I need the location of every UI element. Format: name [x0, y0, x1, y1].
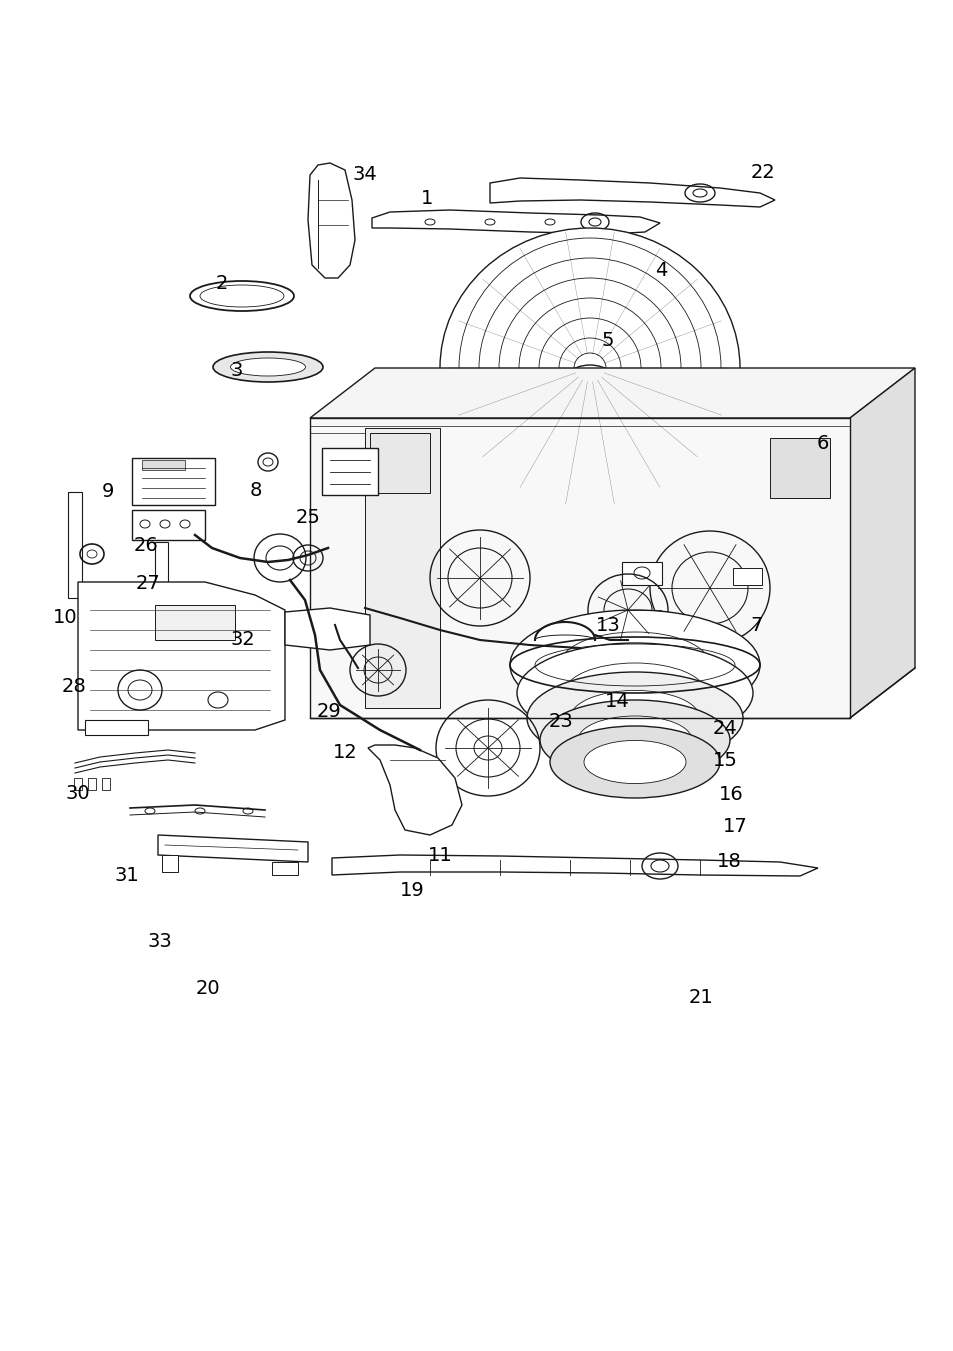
Text: 29: 29	[316, 703, 341, 721]
Polygon shape	[490, 178, 774, 207]
Polygon shape	[332, 855, 817, 875]
Ellipse shape	[573, 370, 581, 380]
Polygon shape	[564, 663, 578, 671]
Polygon shape	[606, 685, 619, 693]
Text: 10: 10	[52, 608, 77, 627]
Ellipse shape	[559, 632, 709, 698]
Ellipse shape	[550, 725, 720, 798]
Polygon shape	[88, 778, 96, 790]
Ellipse shape	[608, 389, 618, 397]
Text: 2: 2	[215, 274, 227, 293]
Polygon shape	[849, 367, 914, 717]
Text: 16: 16	[719, 785, 743, 804]
Polygon shape	[310, 417, 849, 717]
Text: 11: 11	[428, 846, 453, 865]
Polygon shape	[154, 542, 168, 592]
Ellipse shape	[213, 353, 323, 382]
Polygon shape	[606, 674, 619, 682]
Polygon shape	[372, 209, 659, 234]
Ellipse shape	[526, 671, 742, 765]
Polygon shape	[627, 674, 640, 682]
Ellipse shape	[563, 663, 705, 723]
Ellipse shape	[517, 643, 752, 743]
Polygon shape	[158, 835, 308, 862]
Polygon shape	[368, 744, 461, 835]
Ellipse shape	[578, 716, 691, 765]
Text: 34: 34	[352, 165, 376, 184]
Text: 1: 1	[421, 189, 433, 208]
Text: 32: 32	[231, 630, 255, 648]
Text: 8: 8	[250, 481, 261, 500]
Polygon shape	[585, 663, 598, 671]
Polygon shape	[132, 509, 205, 540]
Text: 6: 6	[816, 434, 827, 453]
Text: 17: 17	[722, 817, 747, 836]
Ellipse shape	[598, 370, 606, 380]
Text: 27: 27	[135, 574, 160, 593]
Text: 13: 13	[596, 616, 620, 635]
Polygon shape	[621, 562, 661, 585]
Polygon shape	[142, 459, 185, 470]
Text: 20: 20	[195, 979, 220, 998]
Text: 24: 24	[712, 719, 737, 738]
Text: 4: 4	[655, 261, 666, 280]
Polygon shape	[606, 663, 619, 671]
Text: 5: 5	[600, 331, 614, 350]
Ellipse shape	[231, 358, 305, 376]
Polygon shape	[627, 663, 640, 671]
Polygon shape	[310, 367, 914, 417]
Text: 31: 31	[114, 866, 139, 885]
Text: 9: 9	[102, 482, 113, 501]
Ellipse shape	[560, 389, 571, 397]
Text: 28: 28	[62, 677, 87, 696]
Polygon shape	[732, 567, 761, 585]
Polygon shape	[85, 720, 148, 735]
Text: 30: 30	[66, 784, 91, 802]
Polygon shape	[559, 658, 649, 698]
Text: 3: 3	[231, 361, 242, 380]
Ellipse shape	[598, 407, 606, 416]
Text: 26: 26	[133, 536, 158, 555]
Text: 15: 15	[712, 751, 737, 770]
Text: 18: 18	[716, 852, 740, 871]
Text: 14: 14	[604, 692, 629, 711]
Polygon shape	[627, 685, 640, 693]
Text: 7: 7	[750, 616, 761, 635]
Polygon shape	[370, 434, 430, 493]
Polygon shape	[102, 778, 110, 790]
Polygon shape	[78, 582, 285, 730]
Text: 22: 22	[750, 163, 775, 182]
Polygon shape	[272, 862, 297, 875]
Polygon shape	[585, 674, 598, 682]
Polygon shape	[68, 492, 82, 598]
Polygon shape	[564, 685, 578, 693]
Text: 19: 19	[399, 881, 424, 900]
Text: 25: 25	[295, 508, 320, 527]
Polygon shape	[132, 458, 214, 505]
Text: 33: 33	[148, 932, 172, 951]
Polygon shape	[769, 438, 829, 499]
Polygon shape	[564, 674, 578, 682]
Polygon shape	[585, 685, 598, 693]
Ellipse shape	[583, 740, 685, 784]
Text: 23: 23	[548, 712, 573, 731]
Ellipse shape	[439, 228, 740, 508]
Ellipse shape	[539, 700, 729, 780]
Ellipse shape	[570, 690, 700, 746]
Polygon shape	[308, 163, 355, 278]
Polygon shape	[162, 855, 178, 871]
Text: 21: 21	[688, 988, 713, 1006]
Polygon shape	[154, 605, 234, 640]
Polygon shape	[322, 449, 377, 494]
Polygon shape	[365, 428, 439, 708]
Ellipse shape	[510, 611, 760, 720]
Polygon shape	[74, 778, 82, 790]
Ellipse shape	[573, 407, 581, 416]
Polygon shape	[285, 608, 370, 650]
Text: 12: 12	[333, 743, 357, 762]
